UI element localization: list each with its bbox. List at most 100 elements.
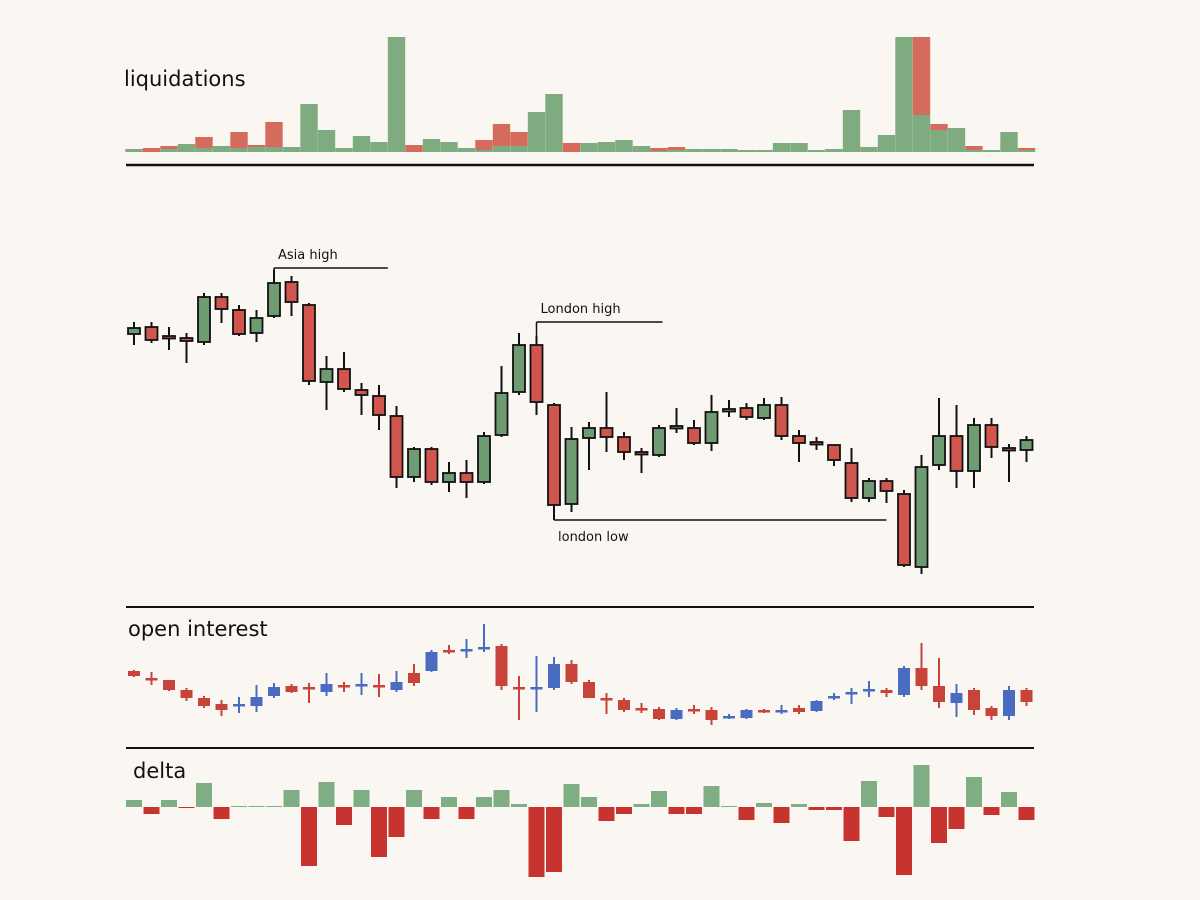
bar bbox=[703, 786, 720, 807]
candle-body bbox=[653, 709, 665, 719]
bar-segment bbox=[510, 132, 528, 146]
bar-segment bbox=[1000, 132, 1018, 152]
candle-body bbox=[302, 304, 316, 382]
bar-segment bbox=[982, 150, 1001, 152]
candle-body bbox=[862, 480, 876, 499]
candle-body bbox=[775, 710, 788, 713]
bar-segment bbox=[282, 147, 301, 152]
candle-body bbox=[319, 368, 334, 383]
candle-body bbox=[163, 680, 175, 690]
candle-body bbox=[618, 700, 630, 710]
candle-body bbox=[145, 678, 158, 681]
candle-body bbox=[407, 448, 421, 478]
candle-body bbox=[214, 296, 229, 310]
bar-segment bbox=[580, 143, 598, 152]
candle-body bbox=[424, 448, 439, 483]
bar bbox=[773, 807, 790, 823]
bar bbox=[721, 806, 737, 807]
bar-segment bbox=[492, 124, 511, 146]
bar bbox=[948, 807, 965, 829]
candle-body bbox=[1019, 439, 1034, 451]
annotation-label: london low bbox=[558, 530, 629, 545]
bar bbox=[248, 806, 265, 807]
candle-body bbox=[565, 664, 578, 682]
bar bbox=[546, 807, 562, 872]
bar-segment bbox=[265, 147, 283, 152]
candle-body bbox=[688, 709, 700, 712]
bar bbox=[966, 777, 982, 807]
bar-segment bbox=[387, 37, 406, 152]
bar bbox=[686, 807, 702, 814]
candle-body bbox=[634, 451, 649, 456]
candle-body bbox=[495, 646, 508, 686]
bar-segment bbox=[195, 148, 213, 152]
candle-body bbox=[758, 710, 770, 713]
bar-segment bbox=[825, 149, 843, 152]
bar-segment bbox=[160, 146, 178, 149]
bar bbox=[353, 790, 370, 807]
candle-body bbox=[985, 708, 998, 716]
bar-segment bbox=[912, 115, 931, 152]
bar bbox=[318, 782, 335, 807]
panel-title: open interest bbox=[128, 617, 268, 641]
candle-body bbox=[442, 472, 456, 483]
bar bbox=[808, 807, 825, 810]
candle-body bbox=[530, 687, 543, 690]
candle-body bbox=[548, 664, 560, 688]
bar bbox=[913, 765, 930, 807]
bar bbox=[528, 807, 545, 877]
bar-segment bbox=[422, 139, 441, 152]
bar-segment bbox=[265, 122, 283, 147]
candle-body bbox=[232, 309, 246, 335]
candle-body bbox=[740, 710, 753, 718]
bar-segment bbox=[877, 135, 896, 152]
bar-segment bbox=[457, 148, 476, 152]
candle-body bbox=[810, 701, 823, 711]
bar bbox=[423, 807, 440, 819]
candle-body bbox=[320, 684, 333, 692]
bar bbox=[616, 807, 632, 814]
candle-body bbox=[198, 698, 210, 706]
bar-segment bbox=[650, 151, 668, 152]
bar-segment bbox=[230, 148, 248, 152]
candle-body bbox=[1002, 447, 1016, 452]
candle-body bbox=[968, 690, 980, 710]
bar bbox=[441, 797, 457, 807]
candle-body bbox=[1020, 690, 1033, 702]
candle-body bbox=[933, 686, 945, 702]
bar-segment bbox=[160, 149, 178, 152]
bar-segment bbox=[247, 147, 266, 152]
candle-body bbox=[757, 404, 771, 419]
bar-segment bbox=[440, 142, 458, 152]
bar-segment bbox=[177, 144, 196, 152]
bar-segment bbox=[947, 128, 966, 152]
bar bbox=[458, 807, 475, 819]
bar-segment bbox=[125, 149, 143, 152]
bar bbox=[476, 797, 492, 807]
bar bbox=[1001, 792, 1017, 807]
bar bbox=[301, 807, 317, 866]
bar-segment bbox=[912, 37, 931, 115]
candle-body bbox=[652, 427, 666, 456]
bar-segment bbox=[737, 150, 756, 152]
candle-body bbox=[459, 472, 474, 483]
bar bbox=[861, 781, 877, 807]
candle-body bbox=[897, 493, 911, 566]
candle-body bbox=[863, 689, 875, 692]
candle-body bbox=[599, 427, 614, 438]
bar bbox=[126, 800, 142, 807]
candle-body bbox=[984, 424, 999, 448]
bar bbox=[266, 806, 282, 807]
candle-body bbox=[179, 337, 194, 342]
candle-body bbox=[723, 716, 735, 719]
candle-body bbox=[669, 425, 684, 430]
candle-body bbox=[687, 427, 701, 444]
candle-body bbox=[547, 404, 561, 506]
bar bbox=[196, 783, 212, 807]
candle-body bbox=[127, 327, 141, 335]
bar-segment bbox=[510, 146, 528, 152]
candle-body bbox=[267, 282, 281, 317]
candle-body bbox=[512, 344, 526, 393]
